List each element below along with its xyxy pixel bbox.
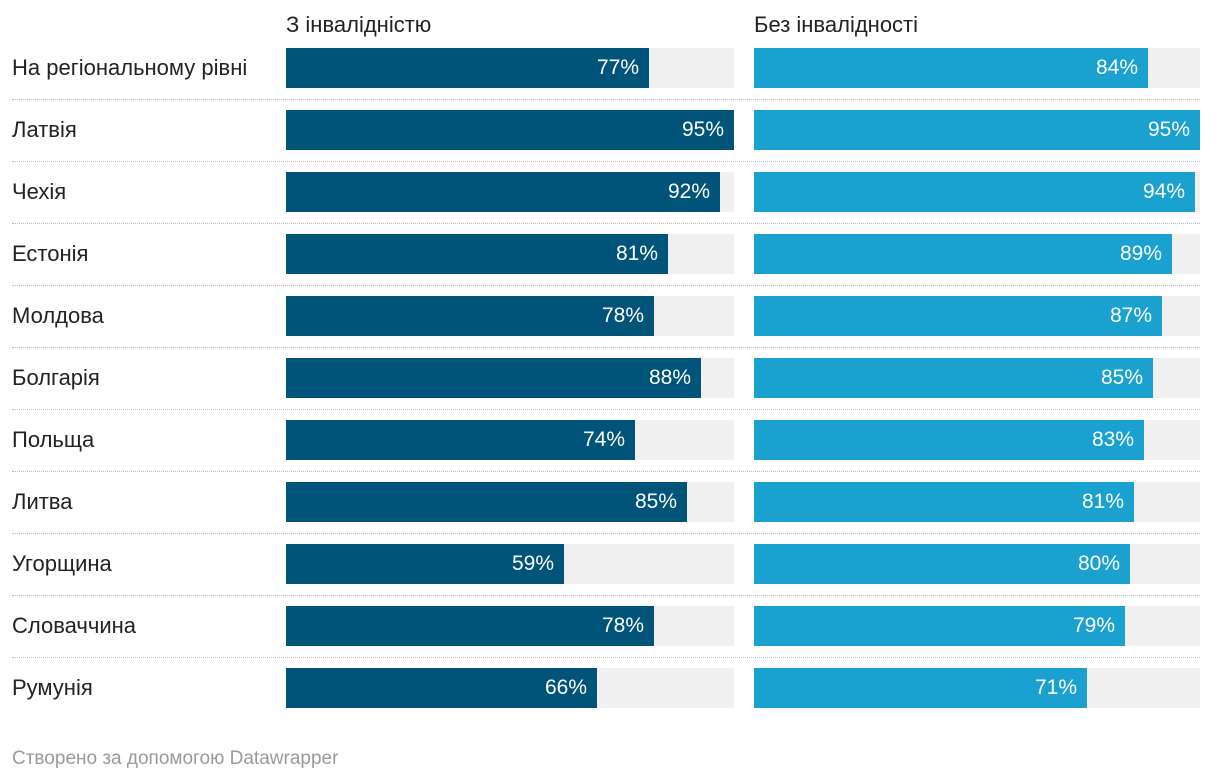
category-label: Словаччина xyxy=(12,613,136,638)
row-separator xyxy=(12,471,1200,472)
bar xyxy=(754,296,1162,336)
bar-track: 95% xyxy=(286,110,734,150)
row-separator xyxy=(12,347,1200,348)
row-separator xyxy=(12,533,1200,534)
data-label: 79% xyxy=(1072,614,1115,637)
bar-track: 80% xyxy=(754,544,1200,584)
chart-rows: На регіональному рівні 77% 84% Латвія 95% 95%… xyxy=(12,48,1200,708)
data-label: 81% xyxy=(615,242,658,265)
data-label: 77% xyxy=(596,56,639,79)
bar xyxy=(754,172,1195,212)
bar xyxy=(286,234,668,274)
bar-track: 77% xyxy=(286,48,734,88)
bar-track: 85% xyxy=(754,358,1200,398)
category-label: Болгарія xyxy=(12,365,100,390)
data-label: 87% xyxy=(1109,304,1152,327)
bar xyxy=(754,48,1148,88)
bar-track: 89% xyxy=(754,234,1200,274)
data-label: 94% xyxy=(1142,180,1185,203)
bar-track: 78% xyxy=(286,296,734,336)
bar-track: 85% xyxy=(286,482,734,522)
row-separator xyxy=(12,595,1200,596)
data-label: 59% xyxy=(511,552,554,575)
row-separator xyxy=(12,161,1200,162)
data-label: 80% xyxy=(1077,552,1120,575)
data-label: 74% xyxy=(582,428,625,451)
data-label: 85% xyxy=(1100,366,1143,389)
bar-track: 92% xyxy=(286,172,734,212)
bar-track: 66% xyxy=(286,668,734,708)
category-label: Естонія xyxy=(12,241,89,266)
bar-track: 74% xyxy=(286,420,734,460)
category-label: Угорщина xyxy=(12,551,112,576)
data-label: 92% xyxy=(667,180,710,203)
bar xyxy=(286,172,720,212)
bar-track: 78% xyxy=(286,606,734,646)
bar xyxy=(754,482,1134,522)
data-label: 89% xyxy=(1119,242,1162,265)
category-label: Литва xyxy=(12,489,73,514)
bar xyxy=(286,420,635,460)
row-separator xyxy=(12,657,1200,658)
data-label: 95% xyxy=(1147,118,1190,141)
category-label: Румунія xyxy=(12,675,93,700)
bar xyxy=(754,358,1153,398)
bar-track: 84% xyxy=(754,48,1200,88)
data-label: 88% xyxy=(648,366,691,389)
bar-track: 81% xyxy=(754,482,1200,522)
bar xyxy=(286,358,701,398)
bar xyxy=(754,668,1087,708)
bar-track: 79% xyxy=(754,606,1200,646)
data-label: 85% xyxy=(634,490,677,513)
bar xyxy=(286,544,564,584)
bar xyxy=(754,606,1125,646)
data-label: 84% xyxy=(1095,56,1138,79)
data-label: 78% xyxy=(601,304,644,327)
bar-track: 83% xyxy=(754,420,1200,460)
bar-track: 88% xyxy=(286,358,734,398)
data-label: 71% xyxy=(1034,676,1077,699)
bar xyxy=(754,544,1130,584)
bar-track: 59% xyxy=(286,544,734,584)
bar-track: 81% xyxy=(286,234,734,274)
row-separator xyxy=(12,285,1200,286)
data-label: 66% xyxy=(544,676,587,699)
bar xyxy=(754,234,1172,274)
row-separator xyxy=(12,409,1200,410)
bar-track: 94% xyxy=(754,172,1200,212)
row-separator xyxy=(12,223,1200,224)
row-separator xyxy=(12,99,1200,100)
category-label: На регіональному рівні xyxy=(12,55,248,80)
category-label: Польща xyxy=(12,427,95,452)
category-label: Молдова xyxy=(12,303,104,328)
bar xyxy=(754,420,1144,460)
data-label: 83% xyxy=(1091,428,1134,451)
series-header-with-disability: З інвалідністю xyxy=(286,12,432,37)
bar-track: 87% xyxy=(754,296,1200,336)
bar xyxy=(286,48,649,88)
datawrapper-credit: Створено за допомогою Datawrapper xyxy=(12,748,339,769)
series-header-without-disability: Без інвалідності xyxy=(754,12,919,37)
bar-track: 95% xyxy=(754,110,1200,150)
bar xyxy=(754,110,1200,150)
bar xyxy=(286,606,654,646)
category-label: Латвія xyxy=(12,117,77,142)
bar-track: 71% xyxy=(754,668,1200,708)
category-label: Чехія xyxy=(12,179,67,204)
data-label: 95% xyxy=(681,118,724,141)
bar xyxy=(286,668,597,708)
bar xyxy=(286,110,734,150)
bar xyxy=(286,296,654,336)
data-label: 81% xyxy=(1081,490,1124,513)
bar xyxy=(286,482,687,522)
data-label: 78% xyxy=(601,614,644,637)
